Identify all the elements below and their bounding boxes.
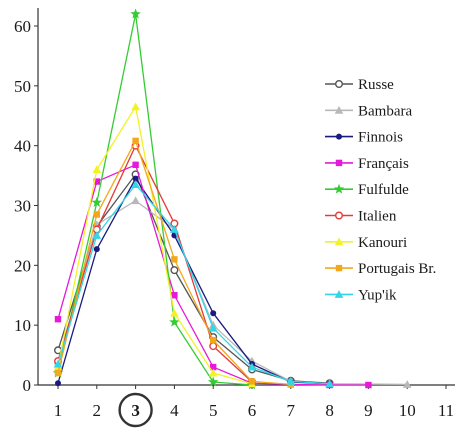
legend-yup-ik-point [334,290,344,298]
x-tick-label: 9 [364,401,373,420]
fulfulde-point [130,8,141,19]
fran-ais-point [132,161,139,169]
y-tick-label: 10 [14,316,31,335]
legend-italien-point [335,211,344,220]
fran-ais-point [54,315,62,323]
x-tick-label: 8 [325,401,334,420]
series-lines [52,8,412,390]
y-tick-label: 60 [14,17,31,36]
yup-ik-point [208,323,218,332]
bambara-point [131,196,140,205]
legend-portugais-br-point [335,264,343,272]
series-finnois [55,175,333,387]
legend-item-italien: Italien [325,209,397,225]
yup-ik-point [247,362,257,371]
series-line-italien [57,145,253,383]
portugais-br-point [132,137,139,145]
y-tick-label: 20 [14,256,31,275]
legend-label: Portugais Br. [358,261,436,277]
legend-label: Russe [358,77,394,93]
y-tick-label: 50 [14,77,31,96]
legend-label: Fulfulde [358,182,409,198]
legend-bambara-point [334,106,344,114]
yup-ik-point [131,180,140,188]
legend-item-russe: Russe [325,77,394,93]
series-kanouri [53,102,257,388]
x-tick-label: 7 [287,401,296,420]
series-portugais-br [54,137,294,388]
legend-fulfulde-point [333,183,345,194]
series-line-yup-ik [57,183,330,385]
finnois-point [210,310,217,317]
x-tick-label: 2 [93,401,102,420]
x-tick-label: 3 [131,401,140,420]
series-line-fulfulde [57,13,253,386]
legend-label: Bambara [358,103,412,119]
legend-item-fulfulde: Fulfulde [325,182,409,198]
legend-finnois-point [336,133,342,140]
finnois-point [132,175,139,182]
kanouri-point [170,308,179,317]
series-yup-ik [53,180,334,388]
x-tick-label: 6 [248,401,257,420]
legend-label: Kanouri [358,235,407,251]
series-line-bambara [57,200,408,386]
bambara-point [402,380,412,388]
x-tick-label: 5 [209,401,218,420]
legend-item-kanouri: Kanouri [325,235,407,251]
russe-point [170,266,179,275]
legend-item-portugais-br: Portugais Br. [325,261,436,277]
highlight-circle [118,392,153,428]
series-fran-ais [54,161,372,389]
series-line-fran-ais [57,164,369,386]
y-tick-label: 40 [14,137,31,156]
yup-ik-point [325,379,334,388]
portugais-br-point [248,378,256,385]
fran-ais-point [93,178,100,185]
legend-fran-ais-point [335,159,343,167]
legend-item-bambara: Bambara [325,103,412,119]
fulfulde-point [207,376,219,387]
yup-ik-point [286,377,296,385]
y-tick-label: 0 [23,376,32,395]
fulfulde-point [169,316,180,327]
fran-ais-point [365,381,372,389]
portugais-br-point [210,336,217,344]
x-tick-label: 1 [54,401,63,420]
italien-point [209,342,218,351]
x-tick-label: 11 [438,401,454,420]
legend-item-finnois: Finnois [325,130,403,146]
legend-label: Italien [358,209,397,225]
x-tick-label: 4 [170,401,179,420]
fran-ais-point [171,292,178,299]
portugais-br-point [171,256,178,263]
series-line-kanouri [57,106,253,385]
legend-label: Finnois [358,130,403,146]
finnois-point [55,380,61,387]
legend-russe-point [335,79,344,88]
kanouri-point [92,165,102,174]
portugais-br-point [54,369,62,377]
legend-kanouri-point [334,237,344,246]
legend-item-fran-ais: Français [325,156,409,172]
portugais-br-point [93,211,100,218]
kanouri-point [208,368,218,377]
legend-label: Yup'ik [358,287,397,303]
kanouri-point [131,102,140,111]
axes: 0 10 20 30 40 50 60 1 2 3 4 5 6 7 8 9 10 11 [14,8,455,428]
legend-item-yup-ik: Yup'ik [325,287,397,303]
yup-ik-point [92,231,102,239]
yup-ik-point [53,359,63,368]
fran-ais-point [210,363,217,371]
y-tick-label: 30 [14,197,31,216]
yup-ik-point [170,225,179,233]
legend-label: Français [358,156,409,172]
x-tick-label: 10 [399,401,416,420]
finnois-point [93,246,100,253]
fulfulde-point [91,197,103,207]
legend: Russe Bambara Finnois Français Fulfulde Itali… [325,77,436,303]
